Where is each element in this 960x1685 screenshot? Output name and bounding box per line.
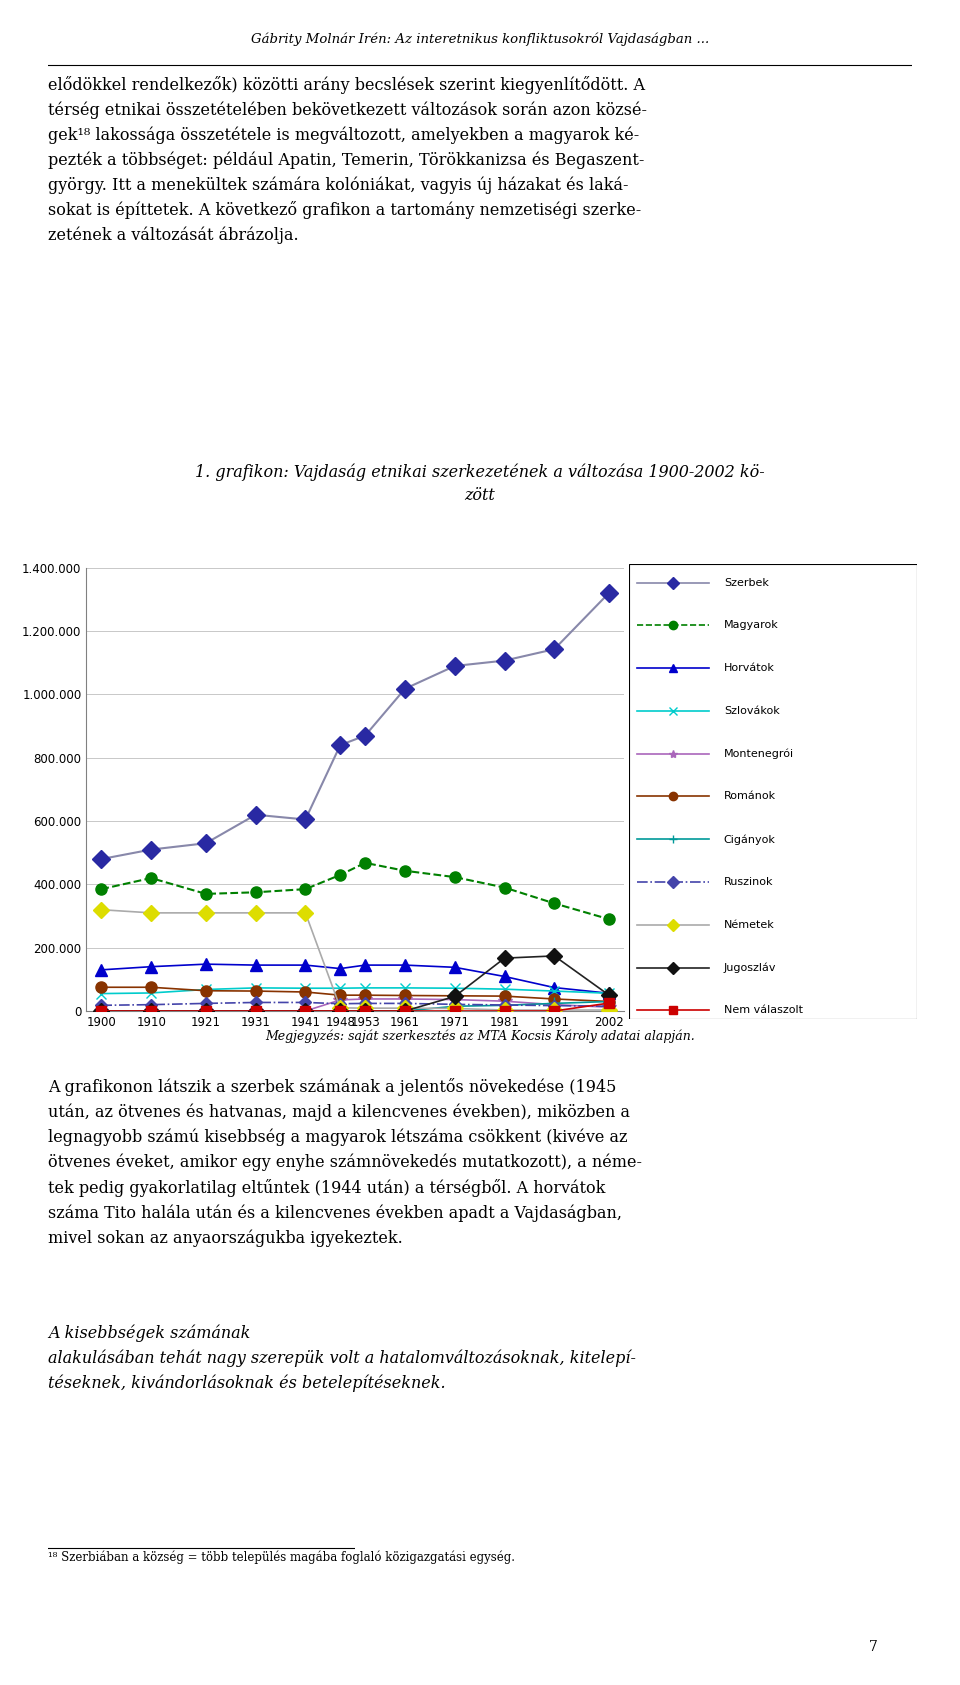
Text: A grafikonon látszik a szerbek számának a jelentős növekedése (1945
után, az ötv: A grafikonon látszik a szerbek számának …	[48, 1078, 642, 1247]
Text: Montenegrói: Montenegrói	[724, 748, 794, 758]
Text: Megjegyzés: saját szerkesztés az MTA Kocsis Károly adatai alapján.: Megjegyzés: saját szerkesztés az MTA Koc…	[265, 1030, 695, 1043]
Text: elődökkel rendelkezők) közötti arány becslések szerint kiegyenlítődött. A
térség: elődökkel rendelkezők) közötti arány bec…	[48, 76, 647, 244]
Text: Gábrity Molnár Irén: Az interetnikus konfliktusokról Vajdaságban ...: Gábrity Molnár Irén: Az interetnikus kon…	[251, 32, 709, 45]
Text: Horvátok: Horvátok	[724, 664, 775, 674]
Text: Ruszinok: Ruszinok	[724, 876, 774, 886]
Text: ¹⁸ Szerbiában a község = több település magába foglaló közigazgatási egység.: ¹⁸ Szerbiában a község = több település …	[48, 1550, 515, 1564]
Text: Jugoszláv: Jugoszláv	[724, 962, 777, 972]
Text: 7: 7	[869, 1640, 878, 1655]
Text: Románok: Románok	[724, 792, 776, 802]
Text: Németek: Németek	[724, 920, 775, 930]
Text: Magyarok: Magyarok	[724, 620, 779, 630]
Text: A kisebbségek számának
alakulásában tehát nagy szerepük volt a hatalomváltozások: A kisebbségek számának alakulásában tehá…	[48, 1324, 636, 1392]
Text: Nem válaszolt: Nem válaszolt	[724, 1006, 803, 1016]
Text: Szerbek: Szerbek	[724, 578, 769, 588]
Text: Szlovákok: Szlovákok	[724, 706, 780, 716]
Text: 1. grafikon: Vajdaság etnikai szerkezetének a változása 1900-2002 kö-
zött: 1. grafikon: Vajdaság etnikai szerkezeté…	[195, 463, 765, 504]
Text: Cigányok: Cigányok	[724, 834, 776, 844]
